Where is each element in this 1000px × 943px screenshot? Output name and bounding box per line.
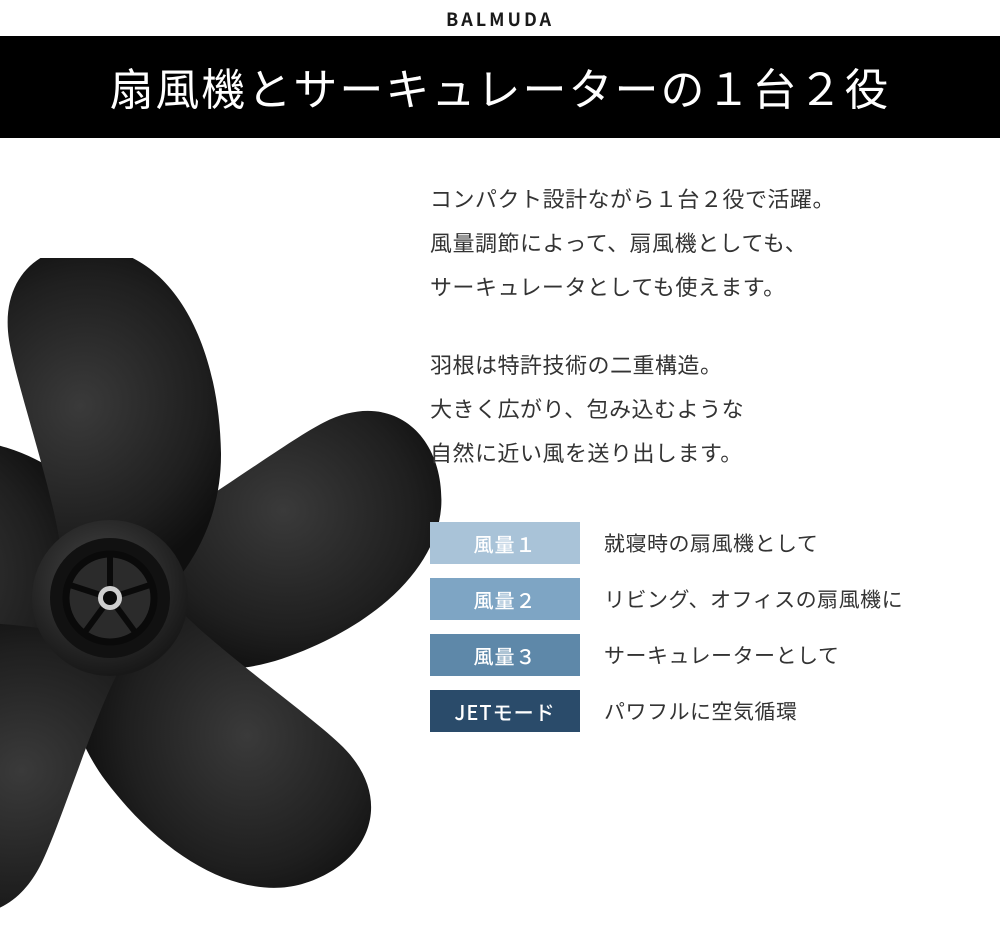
mode-chip-1: 風量１ — [430, 522, 580, 564]
fan-image — [0, 258, 450, 938]
mode-desc-1: 就寝時の扇風機として — [604, 528, 818, 558]
mode-row: 風量１ 就寝時の扇風機として — [430, 522, 970, 564]
paragraph-2: 羽根は特許技術の二重構造。大きく広がり、包み込むような自然に近い風を送り出します… — [430, 342, 970, 474]
content-area: コンパクト設計ながら１台２役で活躍。風量調節によって、扇風機としても、サーキュレ… — [0, 138, 1000, 918]
mode-row: 風量３ サーキュレーターとして — [430, 634, 970, 676]
mode-desc-3: サーキュレーターとして — [604, 640, 839, 670]
headline-banner: 扇風機とサーキュレーターの１台２役 — [0, 36, 1000, 138]
mode-chip-2: 風量２ — [430, 578, 580, 620]
mode-desc-2: リビング、オフィスの扇風機に — [604, 584, 903, 614]
mode-list: 風量１ 就寝時の扇風機として 風量２ リビング、オフィスの扇風機に 風量３ サー… — [430, 522, 970, 732]
brand-label: BALMUDA — [0, 0, 1000, 36]
mode-chip-3: 風量３ — [430, 634, 580, 676]
paragraph-1: コンパクト設計ながら１台２役で活躍。風量調節によって、扇風機としても、サーキュレ… — [430, 176, 970, 308]
mode-chip-4: JETモード — [430, 690, 580, 732]
mode-row: JETモード パワフルに空気循環 — [430, 690, 970, 732]
mode-row: 風量２ リビング、オフィスの扇風機に — [430, 578, 970, 620]
mode-desc-4: パワフルに空気循環 — [604, 696, 798, 726]
copy-block: コンパクト設計ながら１台２役で活躍。風量調節によって、扇風機としても、サーキュレ… — [430, 176, 970, 746]
